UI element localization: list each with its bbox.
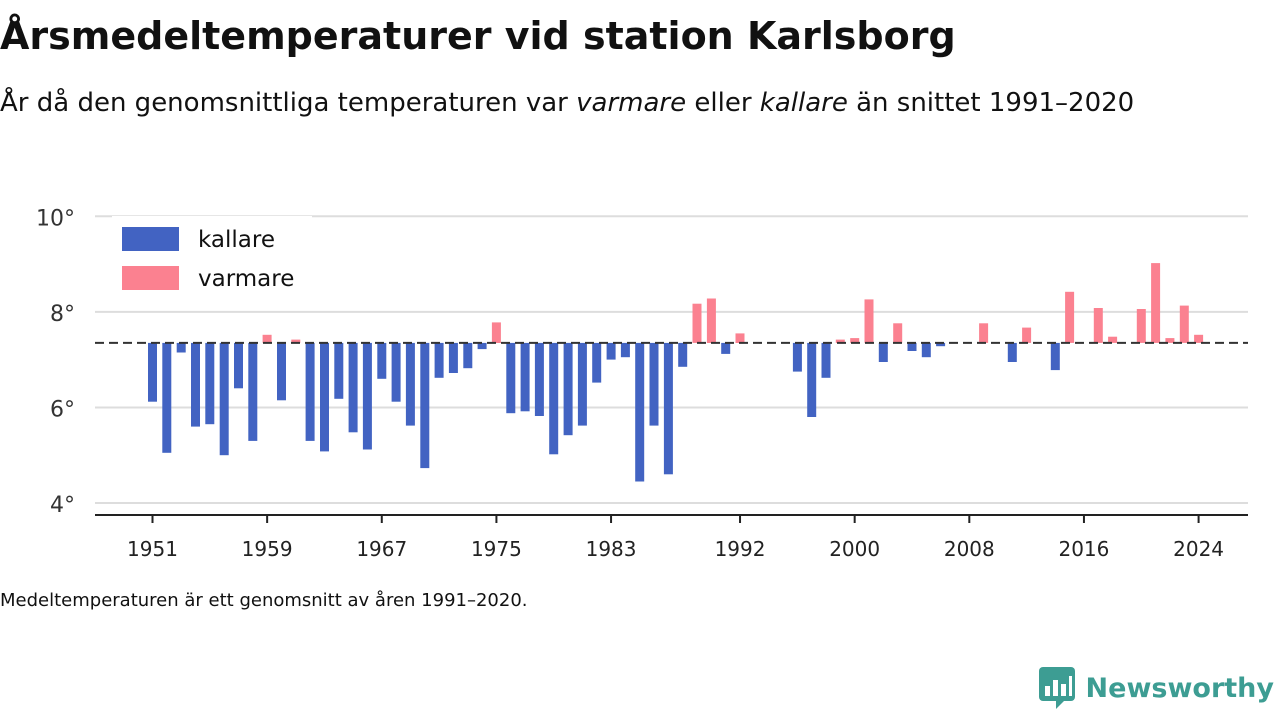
chart-subtitle: År då den genomsnittliga temperaturen va… [0, 82, 1220, 124]
bar-1961 [291, 339, 301, 343]
bar-1988 [678, 342, 688, 367]
bar-1963 [320, 342, 329, 452]
bar-2001 [864, 299, 874, 343]
x-tick-label: 1983 [586, 537, 637, 561]
bar-2017 [1093, 308, 1103, 343]
x-tick-label: 2016 [1058, 537, 1109, 561]
brand-name: Newsworthy [1085, 672, 1274, 704]
bar-1982 [592, 342, 602, 383]
y-tick-label: 4° [50, 493, 75, 518]
bar-1951 [148, 342, 157, 402]
newsworthy-logo-icon [1038, 667, 1075, 709]
bar-1973 [463, 342, 473, 369]
bar-2024 [1194, 334, 1204, 343]
y-tick-label: 10° [36, 206, 75, 231]
x-tick-label: 1959 [242, 537, 293, 561]
y-tick-label: 6° [50, 397, 75, 422]
bar-2020 [1136, 309, 1146, 343]
bar-1999 [835, 339, 845, 343]
bar-1978 [534, 342, 544, 416]
bar-1976 [506, 342, 516, 414]
bar-1980 [563, 342, 573, 436]
bar-1970 [420, 342, 430, 469]
bar-1996 [792, 342, 802, 372]
bar-1986 [649, 342, 659, 426]
chart-title: Årsmedeltemperaturer vid station Karlsbo… [0, 14, 956, 58]
legend-swatch-kallare [122, 227, 179, 251]
bar-1955 [205, 342, 215, 425]
subtitle-text-3: än snittet 1991–2020 [847, 88, 1135, 118]
bar-2011 [1007, 342, 1017, 362]
bar-1956 [219, 342, 229, 456]
bar-1954 [191, 342, 200, 427]
bar-1969 [405, 342, 415, 426]
bar-2022 [1165, 338, 1175, 343]
subtitle-emphasis-varmare: varmare [576, 88, 687, 118]
bar-1997 [807, 342, 817, 417]
bar-2003 [893, 323, 903, 343]
bar-1966 [362, 342, 372, 450]
x-tick-label: 1992 [715, 537, 766, 561]
bar-1981 [577, 342, 587, 426]
bar-2006 [936, 342, 946, 347]
bar-1979 [549, 342, 559, 455]
bar-2021 [1151, 263, 1161, 343]
bar-1968 [391, 342, 401, 402]
x-tick-label: 1967 [356, 537, 407, 561]
bar-1990 [706, 298, 716, 343]
bars [148, 263, 1204, 482]
bar-1984 [620, 342, 630, 358]
bar-1989 [692, 303, 702, 343]
bar-1965 [348, 342, 358, 433]
bar-2023 [1179, 305, 1189, 343]
bar-2015 [1065, 291, 1075, 343]
bar-2014 [1050, 342, 1060, 371]
bar-1957 [234, 342, 243, 389]
subtitle-emphasis-kallare: kallare [759, 88, 848, 118]
x-tick-label: 2000 [829, 537, 880, 561]
bar-2018 [1108, 336, 1118, 343]
axes: 1951 1959 1967 1975 1983 1992 2000 2008 2016 2024 [95, 341, 1248, 561]
bar-1992 [735, 333, 745, 343]
bar-2000 [850, 338, 860, 343]
bar-1959 [262, 334, 272, 343]
bar-2002 [878, 342, 888, 362]
bar-2004 [907, 342, 917, 351]
bar-1964 [334, 342, 344, 399]
bar-1991 [721, 342, 731, 354]
temperature-bar-chart: 4° 6° 8° 10° 1951 1959 1967 1975 1983 1992 2000 20… [36, 206, 1248, 561]
subtitle-text-1: År då den genomsnittliga temperaturen va… [0, 88, 577, 118]
bar-1977 [520, 342, 530, 412]
brand-logo: Newsworthy [1038, 666, 1274, 710]
bar-1998 [821, 342, 831, 378]
bar-2012 [1022, 327, 1032, 343]
bar-1972 [448, 342, 458, 373]
bar-1971 [434, 342, 444, 378]
bar-2009 [979, 323, 989, 343]
legend-label-varmare: varmare [198, 266, 294, 292]
subtitle-text-2: eller [686, 88, 760, 118]
bar-1952 [162, 342, 172, 453]
bar-1958 [248, 342, 258, 441]
bar-1987 [663, 342, 673, 475]
bar-1974 [477, 342, 487, 350]
bar-1975 [491, 322, 501, 343]
legend: kallare varmare [112, 216, 312, 298]
bar-2005 [921, 342, 931, 358]
bar-1983 [606, 342, 616, 360]
bar-1985 [635, 342, 645, 482]
bar-1962 [305, 342, 315, 441]
bar-1960 [277, 342, 286, 401]
bar-1967 [377, 342, 387, 379]
x-tick-label: 1975 [471, 537, 522, 561]
y-tick-label: 8° [50, 302, 75, 327]
footnote: Medeltemperaturen är ett genomsnitt av å… [0, 590, 528, 611]
legend-swatch-varmare [122, 266, 179, 290]
x-tick-label: 2024 [1173, 537, 1224, 561]
bar-1953 [176, 342, 186, 353]
x-tick-label: 2008 [944, 537, 995, 561]
x-tick-label: 1951 [127, 537, 178, 561]
legend-label-kallare: kallare [198, 227, 275, 253]
